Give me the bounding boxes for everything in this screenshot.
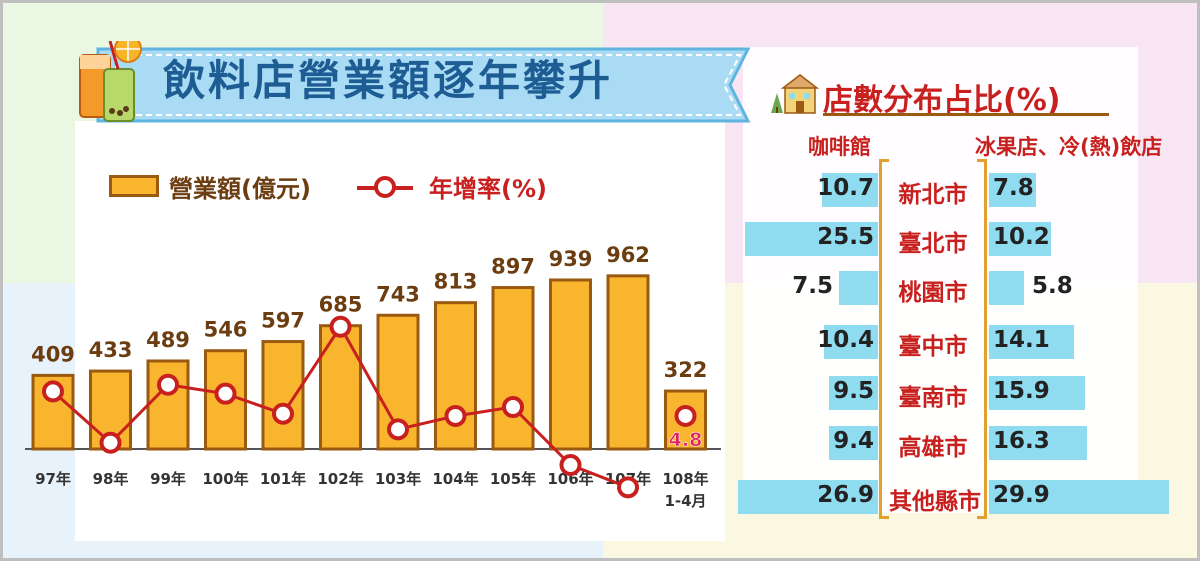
revenue-value-label: 743 — [376, 282, 420, 306]
drink-shop-share-value: 14.1 — [993, 327, 1050, 353]
cafe-share-value: 26.9 — [817, 482, 874, 508]
revenue-bar — [549, 278, 592, 451]
growth-marker — [387, 418, 409, 441]
legend-line-label: 年增率(%) — [429, 175, 547, 203]
legend-bar-label: 營業額(億元) — [169, 175, 311, 203]
title-banner — [79, 41, 751, 123]
drink-shop-share-bar — [989, 222, 1051, 256]
legend-line-marker — [374, 176, 396, 198]
drink-shop-share-value: 7.8 — [993, 175, 1034, 201]
revenue-chart: 409 97年 433 98年 489 99年 546 100年 597 101年 685 102年 7… — [25, 243, 721, 510]
revenue-value-label: 962 — [606, 243, 650, 267]
x-tick-label: 97年 — [35, 470, 71, 488]
cafe-share-bar — [823, 325, 878, 359]
cafe-share-value: 25.5 — [817, 224, 874, 250]
distribution-row: 9.4 高雄市 16.3 — [3, 426, 1197, 461]
drink-shop-share-bar — [989, 173, 1037, 207]
drink-shop-column-header: 冰果店、冷(熱)飲店 — [975, 135, 1163, 159]
cafe-share-bar — [822, 173, 878, 207]
cafe-share-value: 10.4 — [817, 327, 874, 353]
right-bracket — [977, 159, 987, 519]
x-tick-label: 99年 — [150, 470, 186, 488]
drink-shop-share-bar — [989, 480, 1169, 514]
distribution-row: 10.7 新北市 7.8 — [3, 173, 1197, 208]
drink-shop-share-bar — [989, 271, 1024, 305]
x-tick-label: 105年 — [490, 470, 536, 488]
revenue-value-label: 813 — [434, 270, 478, 294]
growth-marker — [617, 476, 639, 499]
growth-marker — [272, 402, 294, 425]
cafe-share-bar — [745, 222, 878, 256]
drink-shop-share-value: 29.9 — [993, 482, 1050, 508]
x-tick-label: 102年 — [317, 470, 363, 488]
drink-shop-share-value: 15.9 — [993, 378, 1050, 404]
left-bracket — [879, 159, 889, 519]
revenue-bar — [491, 286, 535, 451]
growth-marker — [157, 373, 179, 396]
cafe-share-value: 9.5 — [833, 378, 874, 404]
drink-shop-share-value: 16.3 — [993, 428, 1050, 454]
drink-shop-share-bar — [989, 376, 1085, 410]
x-tick-label: 101年 — [260, 470, 306, 488]
house-icon — [771, 74, 819, 114]
x-tick-label: 100年 — [202, 470, 248, 488]
growth-marker — [214, 382, 237, 405]
drink-shop-share-value: 10.2 — [993, 224, 1050, 250]
x-tick-label: 103年 — [375, 470, 421, 488]
revenue-value-label: 409 — [31, 342, 75, 366]
drinks-icon — [79, 41, 142, 122]
city-label: 臺中市 — [898, 334, 968, 360]
x-tick-label: 106年 — [547, 470, 593, 488]
revenue-value-label: 433 — [89, 338, 133, 362]
revenue-bar — [606, 274, 650, 451]
distribution-row: 25.5 臺北市 10.2 — [3, 222, 1197, 257]
x-tick-label: 98年 — [93, 470, 129, 488]
city-label: 桃園市 — [898, 280, 968, 306]
drink-shop-share-value: 5.8 — [1031, 273, 1073, 299]
cafe-share-bar — [828, 376, 878, 410]
drink-shop-share-bar — [989, 325, 1075, 359]
growth-marker — [559, 454, 582, 477]
growth-marker — [99, 431, 122, 454]
revenue-value-label: 939 — [549, 247, 593, 271]
cafe-share-value: 9.4 — [833, 428, 874, 454]
city-label: 臺南市 — [898, 385, 968, 411]
revenue-value-label: 489 — [146, 328, 190, 352]
revenue-value-label: 897 — [491, 255, 535, 279]
distribution-row: 26.9 其他縣市 29.9 — [3, 480, 1197, 515]
city-label: 臺北市 — [898, 231, 968, 257]
distribution-row: 10.4 臺中市 14.1 — [3, 325, 1197, 360]
x-tick-label: 108年 — [662, 470, 708, 488]
x-tick-label: 104年 — [432, 470, 478, 488]
legend-bar-swatch — [109, 175, 159, 197]
revenue-value-label: 597 — [261, 309, 305, 333]
cafe-share-bar — [829, 426, 878, 460]
cafe-share-bar — [738, 480, 878, 514]
x-tick-label: 1-4月 — [664, 492, 706, 510]
revenue-bar — [434, 301, 477, 451]
distribution-row: 7.5 桃園市 5.8 — [3, 271, 1197, 306]
growth-marker — [42, 380, 64, 403]
chart-title: 飲料店營業額逐年攀升 — [163, 56, 614, 105]
growth-marker — [329, 315, 352, 338]
growth-marker — [444, 404, 467, 427]
cafe-share-bar — [839, 271, 878, 305]
drink-shop-share-bar — [989, 426, 1088, 460]
cafe-column-header: 咖啡館 — [808, 135, 871, 159]
revenue-value-label: 685 — [319, 293, 363, 317]
city-label: 其他縣市 — [889, 489, 981, 515]
city-label: 高雄市 — [898, 435, 968, 461]
growth-marker — [674, 404, 697, 427]
revenue-value-label: 322 — [664, 358, 708, 382]
distribution-row: 9.5 臺南市 15.9 — [3, 376, 1197, 411]
cafe-share-value: 10.7 — [817, 175, 874, 201]
cafe-share-value: 7.5 — [792, 273, 833, 299]
city-label: 新北市 — [898, 182, 968, 208]
distribution-title: 店數分布占比(%) — [823, 83, 1061, 118]
growth-marker — [502, 396, 524, 419]
revenue-value-label: 546 — [204, 318, 248, 342]
distribution-title-underline — [823, 113, 1109, 116]
growth-value-label: 4.8 — [669, 429, 703, 451]
